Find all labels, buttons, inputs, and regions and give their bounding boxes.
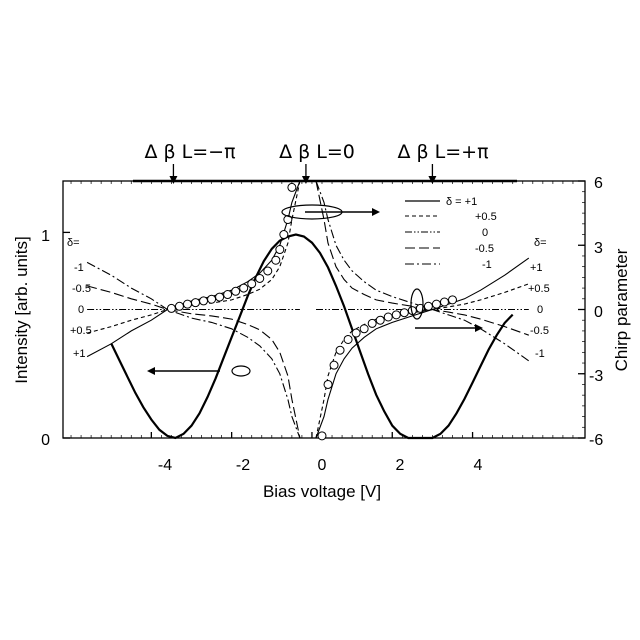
delta-label-left: +0.5 (70, 325, 92, 337)
intensity-curve (111, 235, 513, 439)
chirp-layer (87, 181, 529, 438)
measured-point (432, 300, 440, 308)
delta-label-right: δ= (534, 237, 547, 249)
y-left-tick-label: 1 (41, 228, 50, 245)
measured-point (288, 183, 296, 191)
legend-entry: -0.5 (475, 243, 494, 255)
measured-point (240, 284, 248, 292)
measured-point (330, 361, 338, 369)
delta-label-right: -1 (535, 348, 545, 360)
delta-labels-right: δ= +1 +0.5 0 -0.5 -1 (528, 237, 550, 360)
measured-point (232, 287, 240, 295)
legend-entry: -1 (482, 259, 492, 271)
delta-label-right: -0.5 (530, 325, 549, 337)
measured-point (368, 319, 376, 327)
delta-label-right: +1 (530, 262, 543, 274)
y-right-axis-title: Chirp parameter (612, 248, 631, 371)
measured-point (448, 296, 456, 304)
measured-point (384, 313, 392, 321)
x-tick-label: 2 (396, 457, 405, 474)
legend-entry: 0 (482, 227, 488, 239)
measured-point (256, 274, 264, 282)
y-right-tick-label: 3 (594, 240, 603, 257)
measured-point (192, 299, 200, 307)
measured-chirp-markers (167, 183, 456, 439)
chirp-axis-arrowhead-right (475, 324, 483, 332)
measured-point (400, 309, 408, 317)
x-axis-title: Bias voltage [V] (263, 482, 381, 501)
measured-point (324, 380, 332, 388)
delta-label-left: δ= (67, 237, 80, 249)
delta-label-left: -0.5 (72, 283, 91, 295)
chirp-axis-arrowhead (372, 208, 380, 216)
intensity-layer (111, 235, 513, 439)
x-tick-label: -4 (158, 457, 172, 474)
top-label-plus-pi: Δ β L=+π (397, 141, 488, 163)
intensity-axis-arrowhead (147, 367, 155, 375)
measured-point (264, 267, 272, 275)
measured-point (183, 300, 191, 308)
measured-point (336, 346, 344, 354)
measured-point (344, 335, 352, 343)
y-right-tick-label: 0 (594, 304, 603, 321)
x-tick-label: 0 (318, 457, 327, 474)
measured-point (272, 256, 280, 264)
measured-point (276, 246, 284, 254)
measured-point (360, 325, 368, 333)
y-left-tick-label: 0 (41, 432, 50, 449)
y-right-tick-label: -3 (589, 368, 603, 385)
delta-labels-left: δ= -1 -0.5 0 +0.5 +1 (67, 237, 92, 360)
measured-point (248, 280, 256, 288)
measured-point (376, 316, 384, 324)
delta-label-left: +1 (73, 348, 86, 360)
measured-point (175, 302, 183, 310)
legend-entry: δ = +1 (446, 196, 477, 208)
top-label-zero: Δ β L=0 (279, 141, 355, 163)
top-label-minus-pi: Δ β L=−π (144, 141, 235, 163)
y-right-tick-label: 6 (594, 175, 603, 192)
measured-point (440, 298, 448, 306)
measured-point (216, 293, 224, 301)
measured-point (167, 304, 175, 312)
chirp-curve--1-left (87, 262, 300, 438)
delta-label-right: +0.5 (528, 283, 550, 295)
delta-label-left: 0 (78, 304, 84, 316)
y-right-tick-label: -6 (589, 432, 603, 449)
measured-point (318, 432, 326, 440)
measured-point (392, 311, 400, 319)
x-tick-label: 4 (474, 457, 483, 474)
delta-label-right: 0 (537, 304, 543, 316)
measured-point (280, 231, 288, 239)
chirp-curve-+1-right (316, 258, 529, 438)
measured-point (352, 329, 360, 337)
chirp-curve-+0.5-left (87, 181, 300, 333)
legend: δ = +1 +0.5 0 -0.5 -1 (405, 196, 497, 271)
x-tick-label: -2 (236, 457, 250, 474)
legend-entry: +0.5 (475, 211, 497, 223)
measured-point (200, 297, 208, 305)
measured-point (208, 295, 216, 303)
measured-point (424, 302, 432, 310)
measured-point (224, 291, 232, 299)
intensity-axis-ellipse (232, 366, 250, 376)
y-left-axis-title: Intensity [arb. units] (12, 236, 31, 383)
delta-label-left: -1 (74, 262, 84, 274)
